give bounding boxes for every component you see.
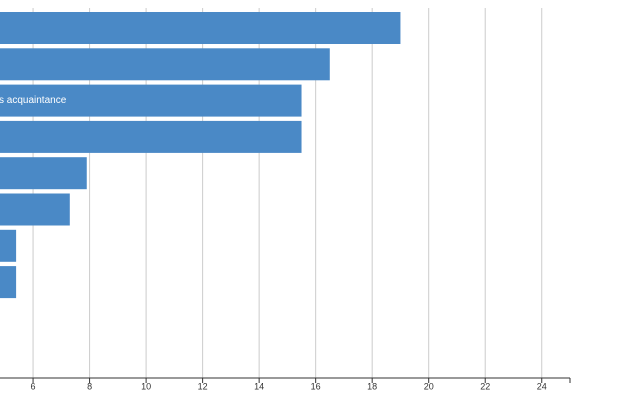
x-tick-label: 12 [198, 381, 208, 391]
x-tick-label: 24 [537, 381, 547, 391]
x-tick-label: 22 [480, 381, 490, 391]
bar [0, 193, 70, 226]
x-tick-label: 14 [254, 381, 264, 391]
x-tick-label: 16 [311, 381, 321, 391]
bar [0, 157, 87, 190]
bar [0, 120, 302, 153]
bar [0, 12, 401, 44]
bar [0, 48, 330, 81]
bar [0, 266, 17, 299]
x-tick-label: 10 [141, 381, 151, 391]
bar [0, 84, 302, 117]
category-label: s acquaintance [0, 95, 67, 106]
bar [0, 229, 17, 262]
x-tick-label: 8 [87, 381, 92, 391]
x-tick-label: 20 [424, 381, 434, 391]
x-tick-label: 18 [367, 381, 377, 391]
x-tick-label: 6 [31, 381, 36, 391]
